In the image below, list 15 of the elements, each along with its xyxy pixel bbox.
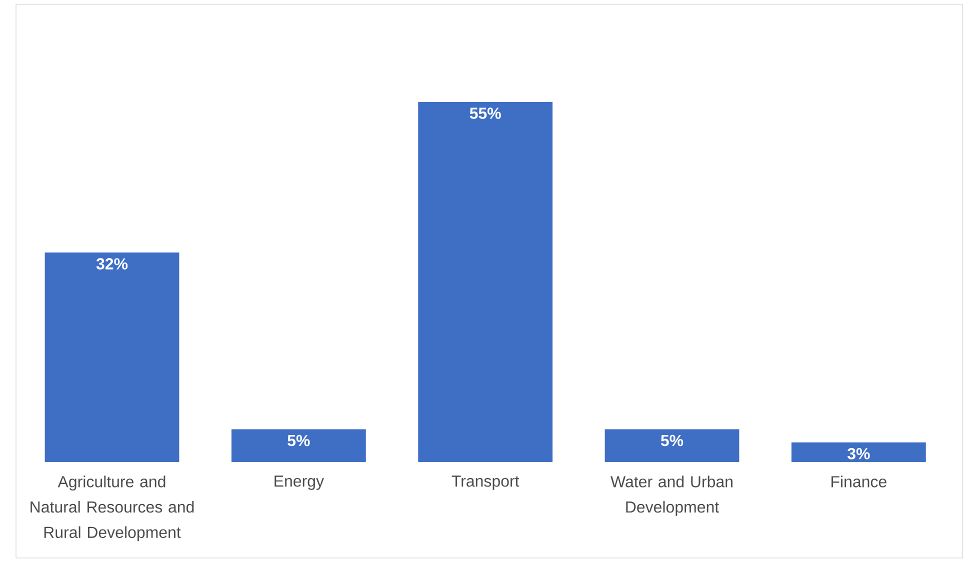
data-label: 5% bbox=[660, 434, 684, 446]
x-tick-label: Agriculture and Natural Resources and Rural Development bbox=[30, 476, 194, 542]
bar bbox=[44, 252, 180, 462]
bar bbox=[231, 429, 366, 462]
x-tick-label: Transport bbox=[452, 476, 520, 490]
data-label: 32% bbox=[96, 258, 128, 270]
data-label: 55% bbox=[470, 108, 501, 119]
x-tick-label: Finance bbox=[832, 476, 886, 488]
data-label: 3% bbox=[847, 448, 870, 460]
data-label: 5% bbox=[288, 434, 310, 446]
bar bbox=[604, 429, 740, 462]
x-tick-label: Water and Urban Development bbox=[610, 476, 732, 516]
bar bbox=[791, 442, 926, 462]
x-tick-label: Energy bbox=[274, 476, 324, 490]
bar bbox=[418, 102, 553, 462]
